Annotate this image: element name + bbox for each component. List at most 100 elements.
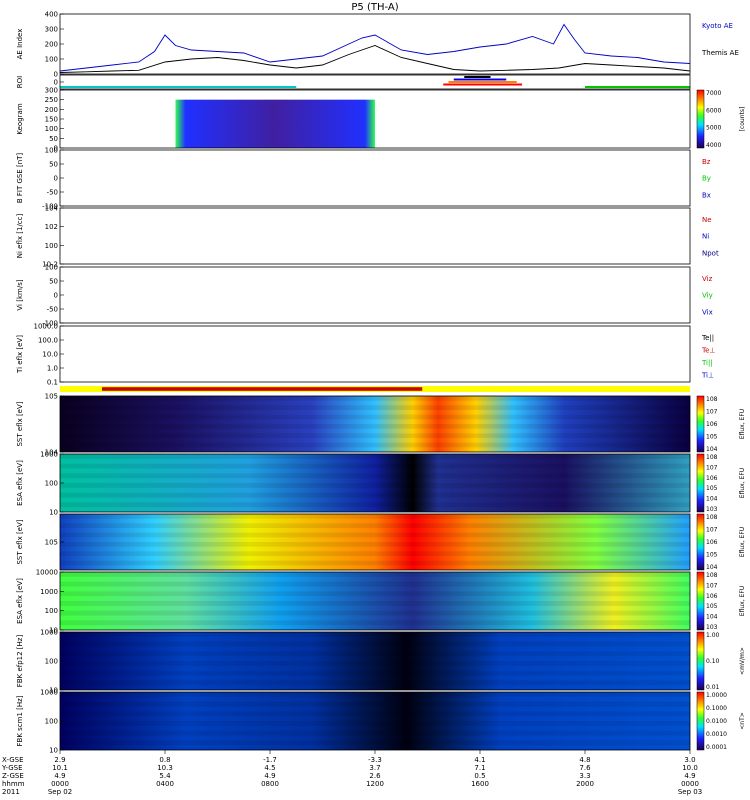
time-axis-label: hhmm xyxy=(2,780,25,788)
keogram-ytick-label: 50 xyxy=(49,135,58,143)
ti-legend-entry: Te|| xyxy=(701,334,714,342)
ti-ytick-label: 10.0 xyxy=(42,351,58,359)
fbk_e-band xyxy=(60,632,690,637)
panel-ti: 0.1 1.0 10.0 100.0 1000.0 Ti eflx [eV] Te|| Te⊥… xyxy=(16,323,716,387)
fbk_b-colorbar-label: <nT> xyxy=(739,712,746,730)
ephemeris-value: 7.6 xyxy=(579,764,591,772)
chart-title: P5 (TH-A) xyxy=(351,2,398,13)
sst_e-colorbar-label: Eflux, EFU xyxy=(739,409,746,439)
fbk_b-spectrogram xyxy=(60,692,690,750)
roi-ylabel: ROI xyxy=(16,76,24,88)
esa_i-band xyxy=(60,610,690,616)
panel-bfit: -100 -50 0 50 100 B FIT GSE [nT] Bz By Bx xyxy=(16,147,711,211)
sst_e-colorbar-tick: 107 xyxy=(706,409,718,416)
fbk_e-ylabel: FBK efp12 [Hz] xyxy=(16,635,24,688)
sst_e-band xyxy=(60,414,690,420)
panel-sst_e: 104 105 SST eflx [eV] 104 105 106 107 108 Eflux,… xyxy=(16,393,746,457)
esa_i-colorbar-tick: 106 xyxy=(706,593,718,600)
vi-legend-entry: Vix xyxy=(702,308,713,316)
keogram-colorbar-tick: 5000 xyxy=(706,125,721,132)
vi-ytick-label: -100 xyxy=(42,320,58,328)
esa_e-ylabel: ESA eflx [eV] xyxy=(16,460,24,506)
time-tick-label: 2000 xyxy=(576,780,594,788)
fbk_e-colorbar-tick: 0.01 xyxy=(706,684,720,691)
sst_e-spectrogram xyxy=(60,396,690,452)
ephemeris-value: 2.6 xyxy=(369,772,381,780)
mode-bar xyxy=(102,387,423,391)
bfit-legend-entry: By xyxy=(702,175,711,183)
bfit-ytick-label: -100 xyxy=(42,203,58,211)
ephemeris-value: 4.9 xyxy=(684,772,695,780)
bfit-legend-entry: Bx xyxy=(702,191,711,199)
vi-ytick-label: 100 xyxy=(45,264,58,272)
ae-ytick-label: 100 xyxy=(45,56,58,64)
roi-ytick-label: 0 xyxy=(54,79,58,87)
sst_e-ytick-label: 105 xyxy=(45,393,58,401)
fbk_b-colorbar-tick: 0.0001 xyxy=(706,744,727,751)
time-tick-label: 1200 xyxy=(366,780,384,788)
esa_i-band xyxy=(60,581,690,587)
esa_i-ytick-label: 100 xyxy=(45,607,58,615)
esa_e-band xyxy=(60,492,690,498)
esa_e-band xyxy=(60,473,690,479)
panel-sst_i: 105 SST eflx [eV] 104 105 106 107 108 Eflux, EF… xyxy=(16,513,746,571)
ephemeris-value: 3.0 xyxy=(684,756,695,764)
fbk_e-colorbar-tick: 1.00 xyxy=(706,632,720,639)
fbk_e-colorbar xyxy=(696,631,705,691)
esa_i-ytick-label: 1000 xyxy=(40,588,58,596)
sst_e-ytick-label: 104 xyxy=(45,449,59,457)
sst_e-band xyxy=(60,424,690,429)
ephemeris-value: 4.9 xyxy=(264,772,275,780)
panel-fbk_e: 10 100 1000 FBK efp12 [Hz] 0.01 0.10 1.00 <mV/m… xyxy=(16,629,746,695)
sst_e-band xyxy=(60,433,690,438)
esa_e-ytick-label: 100 xyxy=(45,480,58,488)
sst_e-band xyxy=(60,442,690,448)
bfit-frame xyxy=(59,149,691,207)
fbk_e-ytick-label: 10 xyxy=(49,687,58,695)
ephemeris-label: X-GSE xyxy=(2,756,24,764)
sst_i-band xyxy=(60,532,690,538)
keogram-ytick-label: 200 xyxy=(45,106,58,114)
bfit-ytick-label: 100 xyxy=(45,147,58,155)
keogram-colorbar xyxy=(696,89,705,149)
fbk_b-colorbar-tick: 0.1000 xyxy=(706,705,727,712)
ni-ytick-label: 104 xyxy=(45,205,59,213)
esa_e-colorbar-tick: 105 xyxy=(706,485,718,492)
panel-roi: 0 ROI xyxy=(16,74,691,90)
fbk_e-band xyxy=(60,680,690,686)
ti-ytick-label: 0.1 xyxy=(47,379,58,387)
roi-bar xyxy=(464,76,491,78)
fbk_e-colorbar-label: <mV/m> xyxy=(739,647,746,675)
esa_i-colorbar-tick: 105 xyxy=(706,603,718,610)
roi-bar xyxy=(60,86,297,88)
sst_i-ylabel: SST eflx [eV] xyxy=(16,519,24,564)
sst_i-spectrogram xyxy=(60,514,690,570)
ni-ylabel: Ni eflx [1/cc] xyxy=(16,214,24,259)
sst_i-colorbar-tick: 105 xyxy=(706,552,718,559)
ephemeris-value: 10.0 xyxy=(682,764,698,772)
sst_e-colorbar-tick: 105 xyxy=(706,434,718,441)
keogram-colorbar-tick: 6000 xyxy=(706,107,721,114)
esa_e-ytick-label: 10 xyxy=(49,509,58,517)
sst_i-colorbar-tick: 108 xyxy=(706,514,718,521)
bfit-legend-entry: Bz xyxy=(702,158,711,166)
ti-frame xyxy=(59,325,691,383)
ae-legend-entry: Themis AE xyxy=(701,49,739,57)
vi-ylabel: Vi [km/s] xyxy=(16,279,24,310)
keogram-ytick-label: 250 xyxy=(45,96,58,104)
esa_e-colorbar-tick: 107 xyxy=(706,464,718,471)
ae-series-line xyxy=(59,45,691,73)
fbk_e-band xyxy=(60,670,690,676)
ephemeris-value: -1.7 xyxy=(263,756,277,764)
ephemeris-label: Z-GSE xyxy=(2,772,24,780)
panel-ae: 0 100 200 300 400 AE Index Kyoto AE Themis AE xyxy=(16,11,739,79)
esa_e-colorbar-tick: 108 xyxy=(706,454,718,461)
fbk_e-ytick-label: 1000 xyxy=(40,629,58,637)
sst_e-colorbar xyxy=(696,395,705,453)
fbk_b-band xyxy=(60,692,690,697)
esa_i-colorbar-tick: 107 xyxy=(706,582,718,589)
sst_e-ylabel: SST eflx [eV] xyxy=(16,401,24,446)
sst_i-colorbar-label: Eflux, EFU xyxy=(739,527,746,557)
esa_i-band xyxy=(60,601,690,606)
